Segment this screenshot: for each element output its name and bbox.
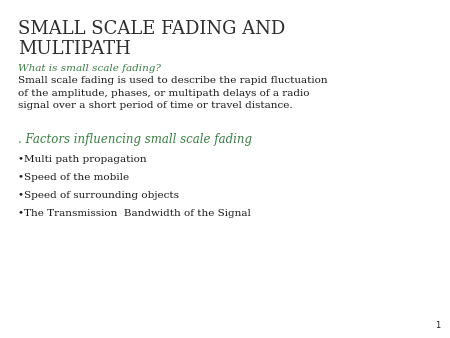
- Text: What is small scale fading?: What is small scale fading?: [18, 64, 161, 73]
- Text: Small scale fading is used to describe the rapid fluctuation
of the amplitude, p: Small scale fading is used to describe t…: [18, 76, 328, 110]
- Text: 1: 1: [435, 321, 440, 330]
- Text: •Multi path propagation: •Multi path propagation: [18, 155, 147, 164]
- Text: •Speed of surrounding objects: •Speed of surrounding objects: [18, 191, 179, 200]
- Text: SMALL SCALE FADING AND: SMALL SCALE FADING AND: [18, 20, 285, 38]
- Text: •Speed of the mobile: •Speed of the mobile: [18, 173, 129, 182]
- Text: MULTIPATH: MULTIPATH: [18, 40, 131, 58]
- Text: •The Transmission  Bandwidth of the Signal: •The Transmission Bandwidth of the Signa…: [18, 209, 251, 218]
- Text: . Factors influencing small scale fading: . Factors influencing small scale fading: [18, 133, 252, 146]
